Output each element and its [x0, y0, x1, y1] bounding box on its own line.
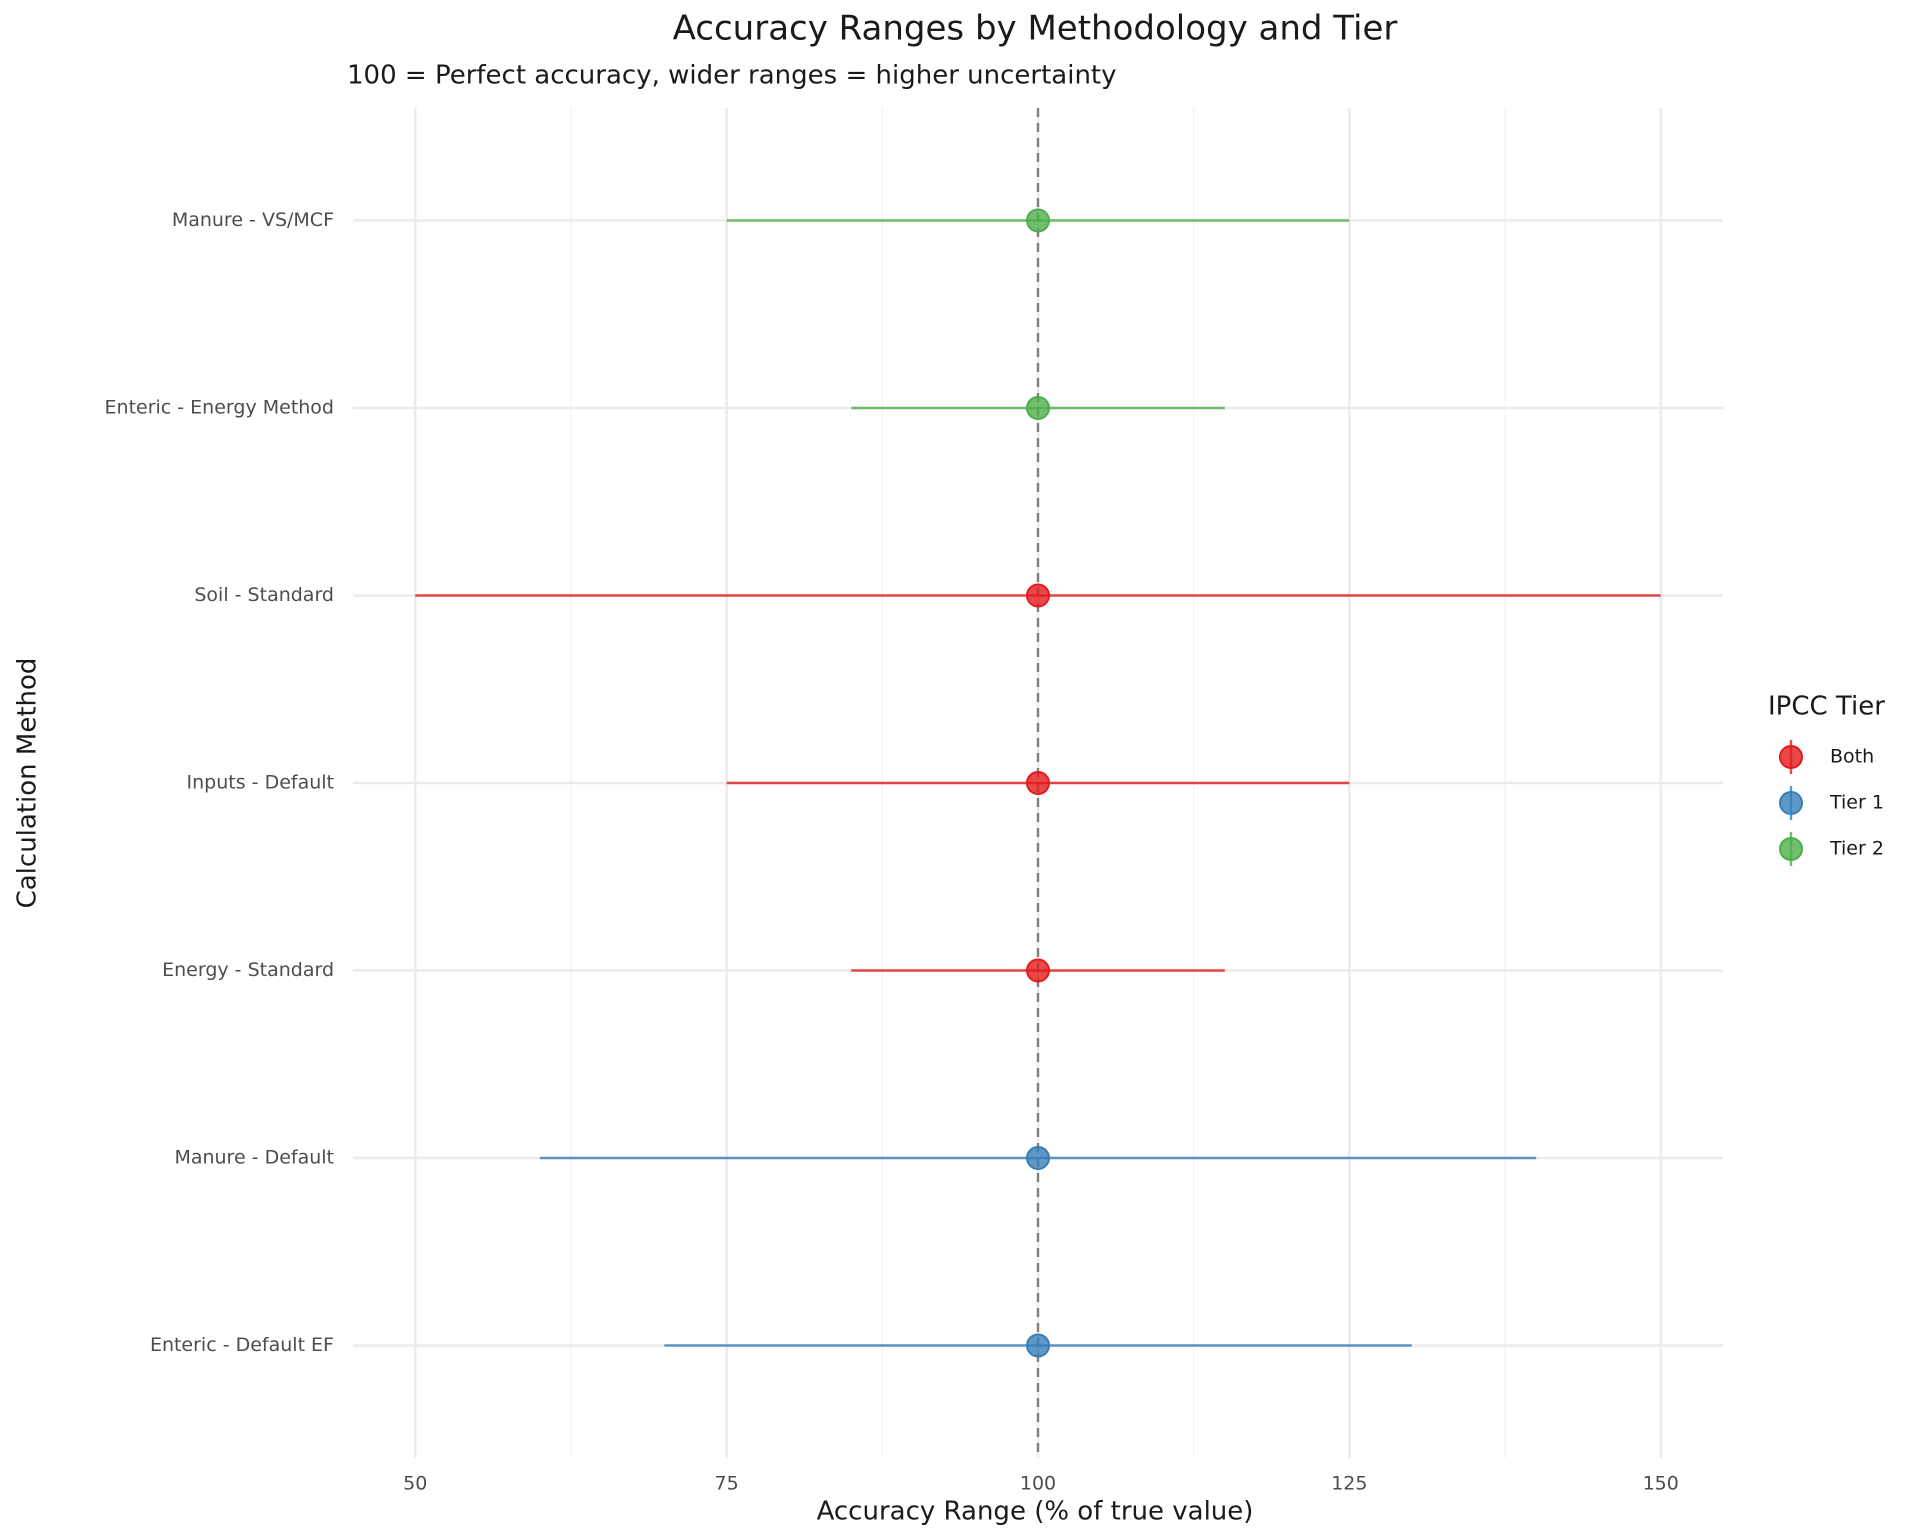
point [1026, 771, 1050, 795]
point [1026, 958, 1050, 983]
point [1026, 208, 1050, 233]
point [1026, 396, 1050, 420]
point [1026, 583, 1050, 608]
x-tick-label: 50 [403, 1473, 427, 1495]
legend-key-point [1779, 791, 1803, 815]
legend-label: Tier 2 [1829, 838, 1884, 860]
y-tick-label: Soil - Standard [194, 584, 334, 606]
y-tick-label: Manure - VS/MCF [172, 209, 334, 231]
y-tick-label: Energy - Standard [162, 959, 334, 981]
x-tick-label: 100 [1020, 1473, 1056, 1495]
y-tick-label: Enteric - Default EF [150, 1334, 334, 1356]
legend-key-point [1779, 745, 1803, 769]
legend-key-point [1779, 837, 1803, 861]
point [1026, 1333, 1050, 1358]
point [1026, 1146, 1050, 1170]
chart-subtitle: 100 = Perfect accuracy, wider ranges = h… [347, 61, 1117, 91]
legend-label: Both [1830, 746, 1874, 768]
chart-title: Accuracy Ranges by Methodology and Tier [673, 9, 1398, 49]
x-tick-label: 75 [715, 1473, 739, 1495]
legend-label: Tier 1 [1829, 792, 1884, 814]
x-axis-title: Accuracy Range (% of true value) [817, 1497, 1254, 1527]
y-tick-label: Inputs - Default [187, 772, 334, 794]
y-tick-label: Enteric - Energy Method [105, 397, 334, 419]
x-tick-label: 150 [1643, 1473, 1679, 1495]
x-tick-label: 125 [1331, 1473, 1367, 1495]
y-axis-title: Calculation Method [13, 658, 43, 909]
y-tick-label: Manure - Default [174, 1147, 334, 1169]
legend-title: IPCC Tier [1768, 692, 1885, 722]
